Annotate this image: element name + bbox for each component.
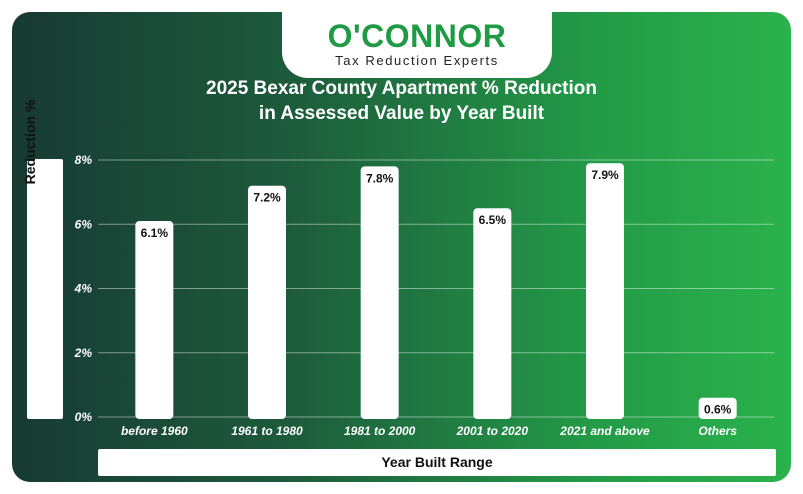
x-tick-label: before 1960 [121,424,188,438]
x-tick-label: 2021 and above [559,424,650,438]
bar [135,221,174,419]
x-axis-label: Year Built Range [98,449,776,476]
x-tick-label: 1961 to 1980 [231,424,303,438]
logo-tab: O'CONNOR Tax Reduction Experts [282,12,552,78]
bar-value-label: 0.6% [704,403,732,417]
bar [360,166,399,419]
y-axis-label-box [27,159,63,419]
y-tick-label: 0% [75,410,93,424]
y-tick-label: 8% [75,153,93,167]
bar [586,163,624,419]
x-tick-label: 1981 to 2000 [344,424,416,438]
y-tick-label: 6% [75,217,93,231]
bar-chart-plot: 0% 2% 4% 6% 8% 6.1% before 1960 7.2% 1961 to 198… [74,153,774,438]
chart-card: O'CONNOR Tax Reduction Experts 2025 Bexa… [12,12,791,482]
y-tick-label: 4% [74,282,93,296]
chart-title: 2025 Bexar County Apartment % Reduction … [112,76,691,126]
x-tick-label: 2001 to 2020 [456,424,529,438]
bar [248,185,286,419]
bar-value-label: 7.2% [253,191,281,205]
bar [473,208,512,419]
brand-tagline: Tax Reduction Experts [335,53,499,68]
chart-title-line-2: in Assessed Value by Year Built [258,103,545,124]
chart-title-line-1: 2025 Bexar County Apartment % Reduction [206,78,597,99]
bar-value-label: 6.1% [141,226,169,240]
y-tick-label: 2% [74,346,93,360]
brand-logo: O'CONNOR [327,18,507,54]
bar [698,397,737,419]
bar-value-label: 6.5% [479,213,507,227]
x-tick-label: Others [698,424,737,438]
bar-value-label: 7.9% [591,168,619,182]
bar-value-label: 7.8% [366,171,394,185]
